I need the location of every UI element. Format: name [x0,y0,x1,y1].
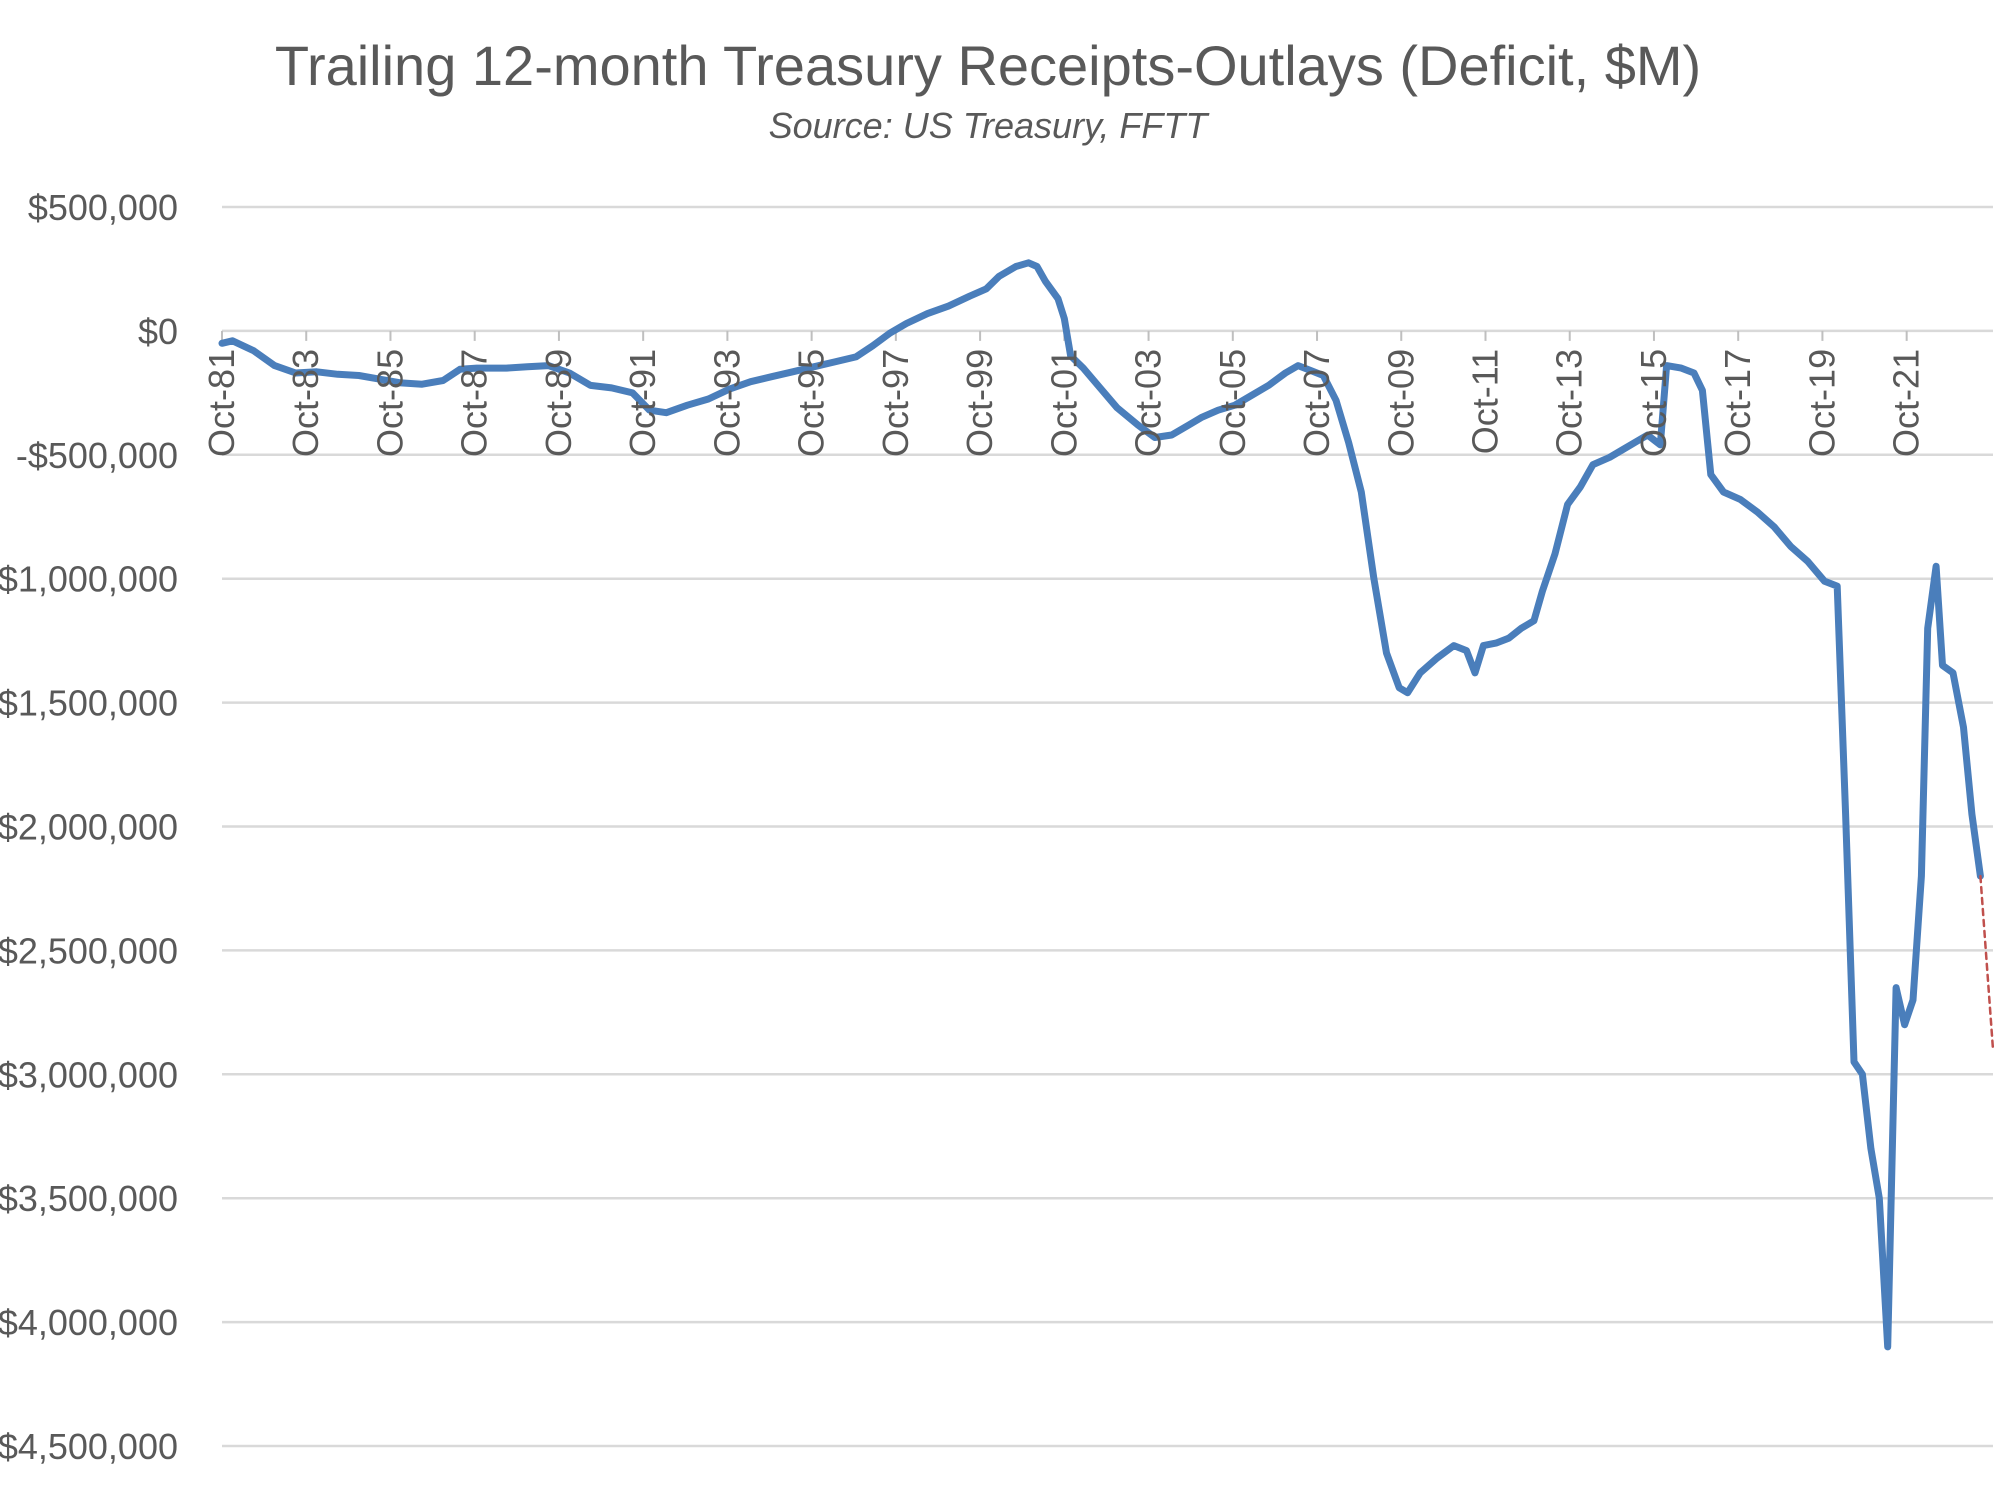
x-tick-label: Oct-93 [706,349,747,457]
y-tick-label: $0 [138,311,178,352]
projection-dashed-line [1979,874,1995,1051]
x-tick-label: Oct-89 [538,349,579,457]
y-tick-label: -$1,500,000 [0,683,178,724]
y-tick-label: -$3,000,000 [0,1054,178,1095]
x-tick-label: Oct-15 [1633,349,1674,457]
x-tick-label: Oct-01 [1043,349,1084,457]
x-tick-label: Oct-99 [959,349,1000,457]
x-tick-label: Oct-81 [201,349,242,457]
y-tick-label: -$4,500,000 [0,1426,178,1467]
y-axis-tick-labels: $500,000 $0 -$500,000 -$1,000,000 -$1,500,00… [0,187,178,1467]
x-tick-label: Oct-21 [1886,349,1927,457]
x-tick-label: Oct-05 [1212,349,1253,457]
chart-title: Trailing 12-month Treasury Receipts-Outl… [275,34,1701,97]
x-tick-label: Oct-03 [1128,349,1169,457]
x-tick-label: Oct-85 [369,349,410,457]
gridlines [221,205,1993,1448]
y-tick-label: -$1,000,000 [0,559,178,600]
x-axis-tick-labels: Oct-81 Oct-83 Oct-85 Oct-87 Oct-89 Oct-91 Oct-… [201,349,1927,457]
y-tick-label: -$4,000,000 [0,1302,178,1343]
y-tick-label: -$2,500,000 [0,930,178,971]
y-tick-label: $500,000 [28,187,178,228]
x-tick-label: Oct-07 [1296,349,1337,457]
y-tick-label: -$2,000,000 [0,807,178,848]
x-tick-label: Oct-19 [1801,349,1842,457]
x-tick-label: Oct-83 [285,349,326,457]
chart-subtitle: Source: US Treasury, FFTT [769,105,1211,146]
x-tick-label: Oct-09 [1380,349,1421,457]
x-tick-label: Oct-95 [791,349,832,457]
data-series [218,259,1995,1351]
x-tick-label: Oct-87 [454,349,495,457]
y-tick-label: -$3,500,000 [0,1178,178,1219]
deficit-series-line [218,259,1984,1351]
x-tick-label: Oct-11 [1464,349,1505,454]
x-tick-label: Oct-17 [1717,349,1758,457]
x-tick-label: Oct-97 [875,349,916,457]
x-tick-label: Oct-13 [1549,349,1590,457]
x-tick-label: Oct-91 [622,349,663,457]
y-tick-label: -$500,000 [16,435,178,476]
